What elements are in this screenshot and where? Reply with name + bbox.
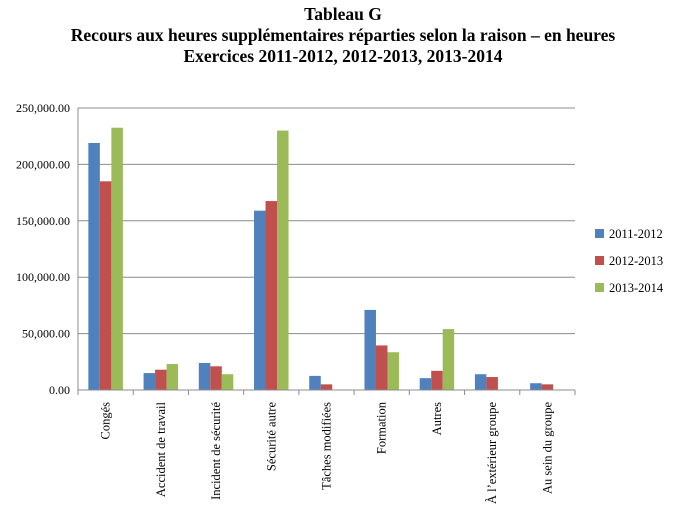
legend-label: 2012-2013 [609,254,663,268]
bar-2013-2014 [277,130,289,390]
chart-subtitle-line-1: Recours aux heures supplémentaires répar… [70,25,616,45]
bar-2011-2012 [364,309,376,390]
bar-2012-2013 [99,181,112,390]
x-category-label: Tâches modifiées [320,402,334,490]
x-category-label: Accident de travail [154,401,168,497]
x-category-label: Formation [375,401,389,454]
y-tick-label: 0.00 [49,383,70,397]
bar-2012-2013 [265,201,278,390]
bar-2013-2014 [221,374,234,390]
bar-2012-2013 [210,366,222,390]
y-tick-label: 50,000.00 [22,327,70,341]
bar-2013-2014 [111,127,123,391]
legend-swatch-2013-2014 [595,283,604,292]
bar-2011-2012 [309,375,321,390]
y-tick-label: 200,000.00 [16,157,70,171]
bar-2011-2012 [88,142,100,390]
y-tick-label: 150,000.00 [16,214,70,228]
bar-2013-2014 [387,352,399,390]
bar-2012-2013 [431,370,443,390]
x-category-label: À l’extérieur groupe [485,402,499,504]
bar-2012-2013 [541,384,554,390]
y-tick-label: 100,000.00 [16,270,70,284]
x-category-label: Sécurité autre [264,402,278,472]
legend-label: 2011-2012 [609,227,663,241]
legend-swatch-2011-2012 [595,229,604,238]
x-category-label: Congés [99,402,113,440]
bar-2012-2013 [320,384,333,390]
legend-label: 2013-2014 [609,281,664,295]
y-tick-label: 250,000.00 [16,101,70,115]
chart-subtitle-line-2: Exercices 2011-2012, 2012-2013, 2013-201… [183,46,503,66]
bar-2013-2014 [166,364,179,390]
bar-2011-2012 [198,362,211,390]
chart-title-block: Tableau G Recours aux heures supplémenta… [0,4,686,67]
x-category-label: Au sein du groupe [540,402,554,494]
x-category-label: Autres [430,402,444,435]
bar-2011-2012 [419,378,432,390]
bar-2012-2013 [486,377,498,390]
bar-2011-2012 [254,210,266,390]
bar-2012-2013 [155,369,167,390]
bar-2011-2012 [530,383,542,390]
chart-title: Tableau G [304,4,382,24]
bar-2012-2013 [375,345,388,390]
bar-2011-2012 [143,373,156,390]
legend-swatch-2012-2013 [595,256,604,265]
bar-2011-2012 [474,374,487,390]
bar-2013-2014 [442,329,455,390]
x-category-label: Incident de sécurité [209,402,223,500]
